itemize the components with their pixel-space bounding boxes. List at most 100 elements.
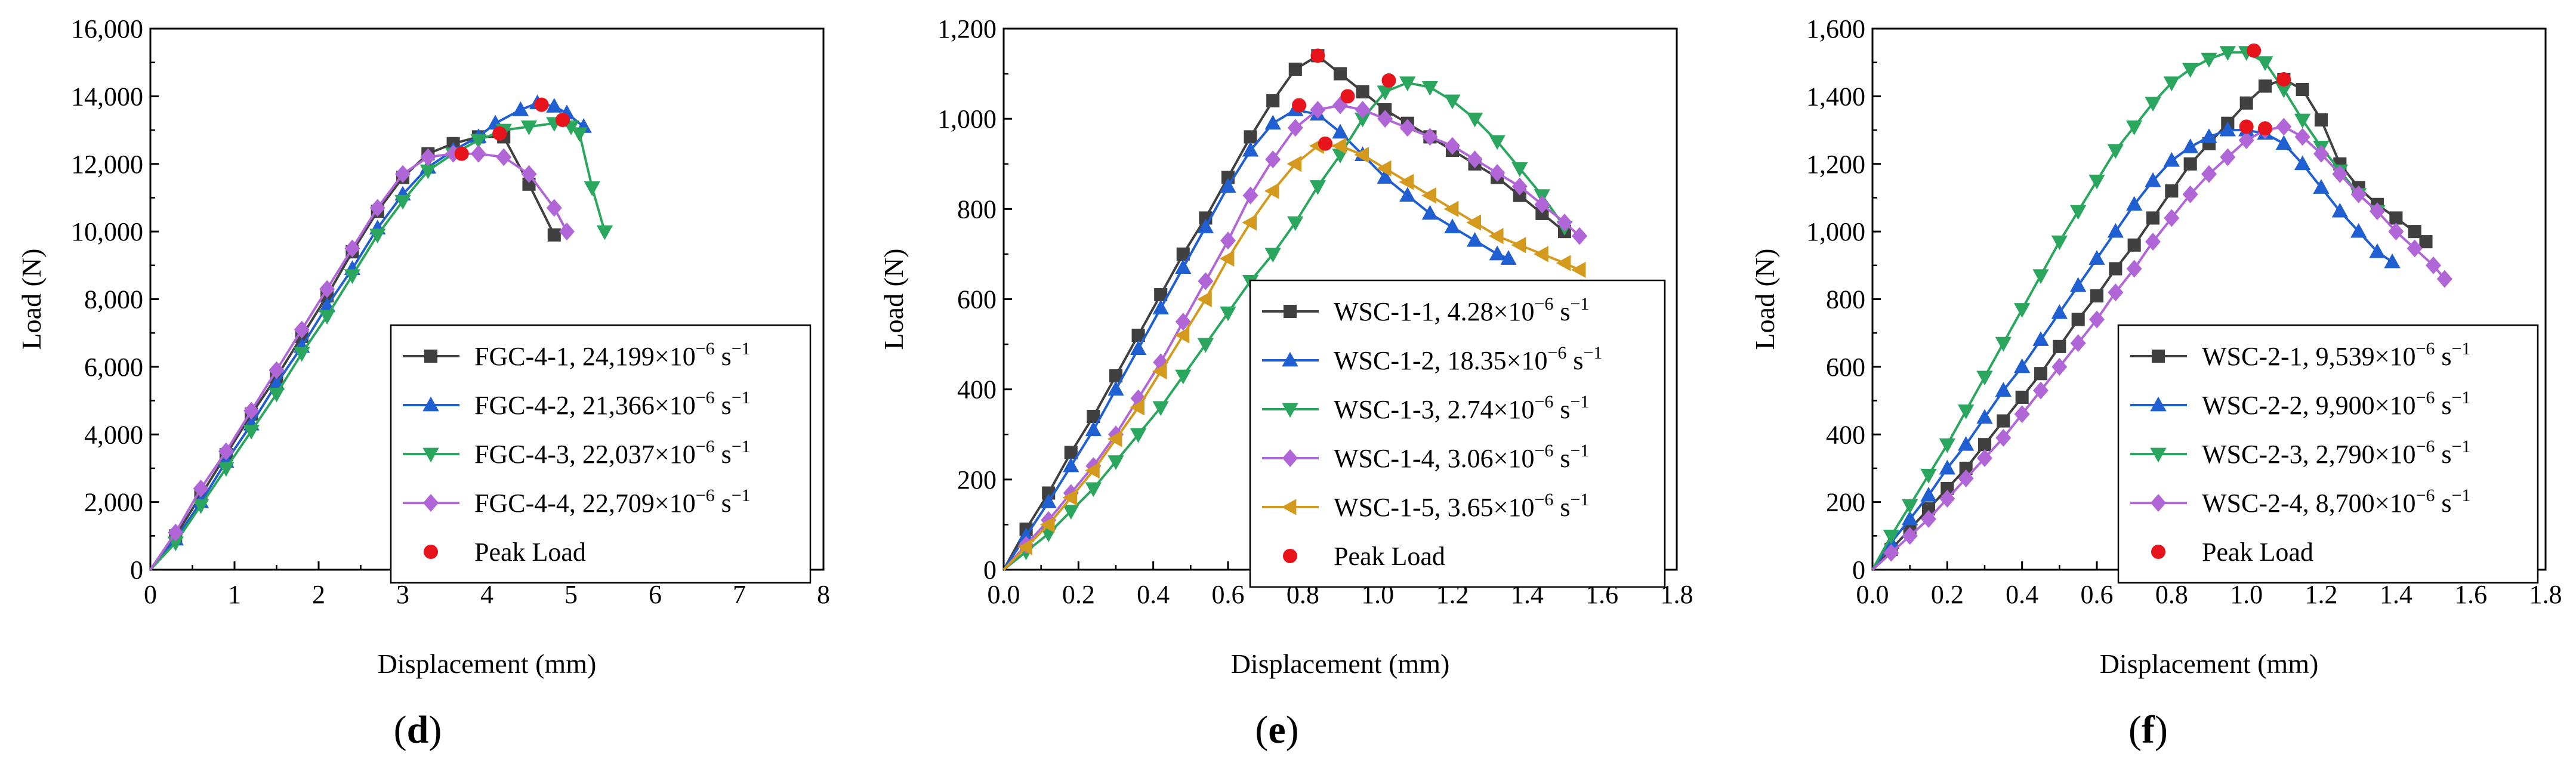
peak-load-point [2247, 43, 2262, 58]
data-point [2350, 223, 2367, 238]
data-point [1152, 363, 1167, 380]
y-tick-label: 0 [130, 555, 143, 585]
data-point [1242, 214, 1257, 231]
data-point [2294, 155, 2311, 171]
y-tick-label: 16,000 [71, 14, 143, 44]
series-WSC-1-3 [1002, 76, 1573, 571]
data-point [1264, 183, 1279, 199]
legend-entry: FGC-4-1, 24,199×10−6 s−1 [474, 339, 751, 371]
data-point [1976, 409, 1993, 424]
data-point [2014, 303, 2031, 318]
data-point [496, 148, 512, 166]
data-point [2408, 225, 2421, 239]
data-point [1174, 327, 1190, 344]
data-point [1920, 486, 1937, 502]
peak-load-point [1292, 98, 1307, 113]
data-point [1378, 103, 1392, 117]
data-point [1939, 490, 1955, 508]
chart-panel-f: 0.0 0.2 0.4 0.6 0.8 1.0 1.2 1.4 1.6 1.8 0 200 400 600… [1750, 14, 2562, 752]
series-WSC-2-2 [1871, 121, 2401, 571]
data-point [1995, 428, 2012, 447]
data-point [2389, 211, 2403, 225]
data-point [369, 228, 386, 244]
data-point [1063, 457, 1079, 472]
legend-marker [2151, 494, 2166, 512]
data-point [1130, 340, 1147, 356]
y-tick-label: 14,000 [71, 82, 143, 111]
panel-label: (e) [1255, 708, 1298, 752]
data-point [1921, 510, 1936, 528]
data-point [1534, 246, 1548, 262]
data-point [2370, 202, 2385, 221]
data-point [1939, 459, 1955, 475]
y-axis-title: Load (N) [878, 249, 909, 350]
data-point [1264, 248, 1281, 263]
data-point [1220, 306, 1236, 322]
x-axis-title: Displacement (mm) [1231, 648, 1450, 679]
legend-marker [424, 349, 438, 363]
data-point [1242, 186, 1258, 205]
data-point [2051, 235, 2068, 251]
y-tick-label: 0 [1852, 555, 1865, 585]
data-point [2369, 243, 2386, 258]
x-tick-label: 6 [649, 580, 662, 609]
data-point [1958, 435, 1975, 451]
legend-box [2117, 324, 2539, 584]
data-point [1266, 94, 1280, 107]
data-point [1421, 81, 1439, 96]
data-point [546, 98, 563, 113]
data-point [1572, 227, 1588, 245]
peak-load-points [1292, 48, 1396, 151]
y-tick-label: 600 [1826, 353, 1865, 382]
data-point [2088, 174, 2105, 190]
legend-marker [1282, 449, 1298, 467]
peak-load-point [1318, 136, 1332, 151]
data-point [1287, 216, 1304, 231]
data-point [2219, 46, 2236, 61]
data-point [1902, 499, 1918, 514]
data-point [2276, 118, 2292, 136]
legend-entry: WSC-2-1, 9,539×10−6 s−1 [2202, 339, 2470, 371]
data-point [470, 144, 486, 163]
y-tick-label: 400 [1826, 420, 1865, 449]
data-point [2219, 121, 2236, 137]
data-point [2145, 172, 2161, 187]
data-point [2275, 83, 2292, 98]
data-point [1883, 543, 1899, 562]
y-tick-label: 800 [1826, 285, 1865, 314]
data-point [1109, 369, 1123, 383]
data-point [1355, 101, 1371, 119]
legend: WSC-1-1, 4.28×10−6 s−1 WSC-1-2, 18.35×10−… [1249, 279, 1666, 588]
data-point [1087, 409, 1100, 424]
series-WSC-2-1 [1871, 72, 2433, 571]
x-tick-label: 1.8 [2529, 580, 2562, 609]
x-tick-label: 0.2 [1931, 580, 1964, 609]
y-tick-label: 4,000 [84, 420, 143, 449]
data-point [1309, 180, 1326, 195]
data-point [522, 177, 536, 191]
peak-load-point [555, 113, 570, 128]
data-point [1175, 369, 1192, 385]
data-point [218, 442, 234, 461]
data-point [1959, 461, 1973, 475]
legend-entry: Peak Load [1334, 542, 1445, 571]
x-tick-label: 1.0 [2230, 580, 2263, 609]
y-tick-label: 200 [1826, 488, 1865, 517]
data-point [1310, 101, 1326, 119]
data-point [1152, 401, 1169, 416]
data-point [1175, 259, 1192, 274]
data-point [2051, 304, 2068, 319]
data-point [319, 280, 335, 298]
data-point [1197, 338, 1214, 353]
data-point [394, 194, 411, 210]
data-point [1220, 231, 1236, 250]
data-point [1466, 214, 1481, 231]
x-tick-label: 1 [228, 580, 241, 609]
data-point [2163, 76, 2180, 91]
peak-load-point [534, 97, 549, 112]
data-point [1571, 261, 1586, 279]
data-point [2239, 96, 2253, 110]
chart-panel-e: 0.0 0.2 0.4 0.6 0.8 1.0 1.2 1.4 1.6 1.80200400600… [878, 14, 1693, 752]
data-point [2126, 260, 2142, 278]
